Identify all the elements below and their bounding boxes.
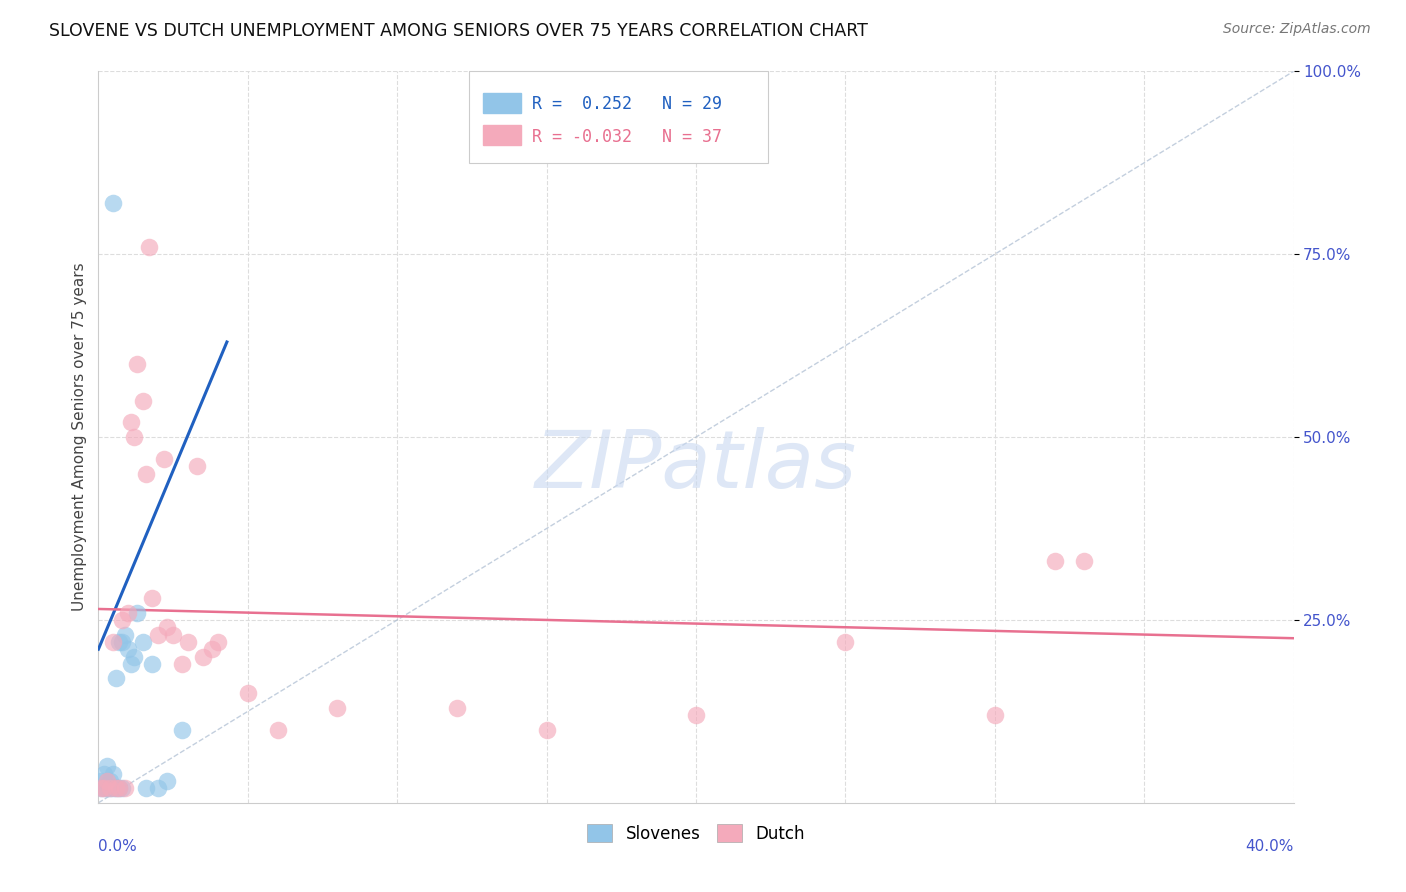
Point: [267, 723, 290, 737]
Point: [153, 452, 176, 467]
Point: [103, 635, 125, 649]
Text: ZIPatlas: ZIPatlas: [534, 427, 858, 506]
Point: [162, 627, 184, 641]
Point: [1073, 554, 1095, 568]
Point: [132, 393, 155, 408]
Text: R =  0.252   N = 29: R = 0.252 N = 29: [533, 95, 723, 113]
Point: [105, 672, 128, 686]
Point: [141, 657, 163, 671]
Text: SLOVENE VS DUTCH UNEMPLOYMENT AMONG SENIORS OVER 75 YEARS CORRELATION CHART: SLOVENE VS DUTCH UNEMPLOYMENT AMONG SENI…: [49, 22, 868, 40]
FancyBboxPatch shape: [470, 71, 768, 163]
Point: [120, 416, 142, 430]
Point: [446, 700, 468, 714]
Point: [127, 357, 149, 371]
Text: Source: ZipAtlas.com: Source: ZipAtlas.com: [1223, 22, 1371, 37]
Point: [1043, 554, 1066, 568]
Point: [90, 781, 112, 796]
Point: [685, 708, 707, 723]
Point: [127, 606, 149, 620]
Point: [984, 708, 1007, 723]
Point: [93, 781, 115, 796]
Point: [124, 430, 146, 444]
Text: R = -0.032   N = 37: R = -0.032 N = 37: [533, 128, 723, 145]
Point: [536, 723, 558, 737]
Point: [111, 613, 134, 627]
Point: [90, 773, 112, 788]
Point: [108, 781, 131, 796]
FancyBboxPatch shape: [484, 93, 522, 112]
Point: [132, 635, 155, 649]
Point: [236, 686, 259, 700]
Point: [114, 627, 136, 641]
Point: [98, 781, 122, 796]
Point: [103, 196, 125, 211]
Point: [135, 781, 157, 796]
Point: [90, 781, 112, 796]
Point: [201, 642, 224, 657]
Point: [172, 723, 194, 737]
Point: [111, 635, 134, 649]
Point: [108, 635, 131, 649]
Point: [207, 635, 229, 649]
Point: [96, 759, 118, 773]
Point: [98, 781, 122, 796]
Point: [172, 657, 194, 671]
Point: [96, 773, 118, 788]
Point: [138, 240, 160, 254]
Point: [117, 606, 139, 620]
Point: [103, 766, 125, 780]
Point: [114, 781, 136, 796]
Legend: Slovenes, Dutch: Slovenes, Dutch: [581, 818, 811, 849]
Point: [148, 627, 170, 641]
Point: [111, 781, 134, 796]
Point: [96, 773, 118, 788]
Point: [93, 766, 115, 780]
Point: [326, 700, 349, 714]
Point: [120, 657, 142, 671]
Point: [156, 620, 179, 634]
Point: [108, 781, 131, 796]
Point: [98, 773, 122, 788]
Point: [96, 781, 118, 796]
Point: [156, 773, 179, 788]
Point: [105, 781, 128, 796]
Point: [93, 781, 115, 796]
Point: [135, 467, 157, 481]
Y-axis label: Unemployment Among Seniors over 75 years: Unemployment Among Seniors over 75 years: [72, 263, 87, 611]
Point: [186, 459, 208, 474]
Point: [191, 649, 214, 664]
Point: [141, 591, 163, 605]
Text: 40.0%: 40.0%: [1246, 839, 1294, 855]
Point: [177, 635, 200, 649]
Text: 0.0%: 0.0%: [98, 839, 138, 855]
Point: [105, 781, 128, 796]
Point: [103, 781, 125, 796]
Point: [834, 635, 856, 649]
FancyBboxPatch shape: [484, 125, 522, 145]
Point: [148, 781, 170, 796]
Point: [117, 642, 139, 657]
Point: [124, 649, 146, 664]
